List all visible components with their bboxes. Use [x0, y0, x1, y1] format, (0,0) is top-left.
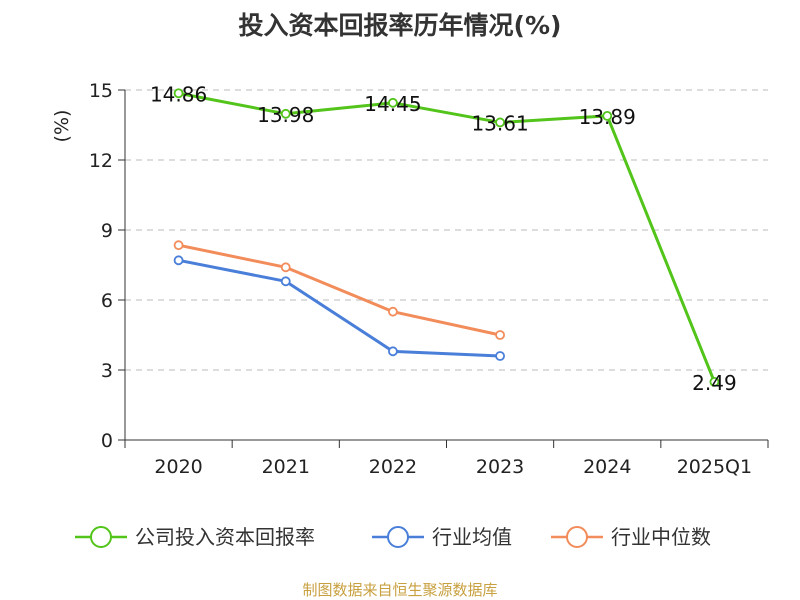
series-line-company — [178, 91, 716, 383]
series-line-industry-avg — [178, 258, 501, 358]
legend-label-company: 公司投入资本回报率 — [135, 525, 315, 549]
legend-marker-industry-avg — [387, 526, 409, 548]
data-label-company-2024: 13.89 — [579, 105, 636, 129]
x-tick-label-2023: 2023 — [476, 456, 524, 478]
point-industry-avg-2022 — [388, 346, 398, 357]
point-industry-avg-2023 — [495, 351, 505, 361]
series-lines — [173, 88, 720, 387]
y-tick-label-15: 15 — [89, 80, 113, 102]
y-tick-label-12: 12 — [89, 150, 113, 172]
legend: 公司投入资本回报率 行业均值 行业中位数 — [75, 525, 711, 549]
y-tick-label-9: 9 — [101, 220, 113, 242]
point-company-2023 — [495, 117, 505, 128]
data-label-company-2025Q1: 2.49 — [692, 371, 737, 395]
point-company-2025Q1 — [709, 376, 720, 387]
data-label-company-2022: 14.45 — [364, 92, 421, 116]
x-tick-label-2020: 2020 — [154, 456, 202, 478]
x-tick-label-2022: 2022 — [369, 456, 417, 478]
y-tick-label-3: 3 — [101, 360, 113, 382]
axes: 0 3 6 9 12 15 2020 2021 2022 2023 2024 2025Q1 — [89, 80, 769, 478]
y-axis-unit-label: (%) — [51, 110, 73, 143]
point-industry-median-2020 — [173, 240, 184, 251]
x-tick-label-2025Q1: 2025Q1 — [677, 456, 752, 478]
data-label-company-2023: 13.61 — [471, 111, 528, 135]
legend-marker-industry-median — [566, 526, 588, 548]
data-label-company-2021: 13.98 — [257, 103, 314, 127]
point-company-2024 — [602, 111, 613, 121]
series-line-industry-median — [178, 243, 501, 337]
legend-label-industry-avg: 行业均值 — [432, 525, 512, 549]
y-tick-label-6: 6 — [101, 290, 113, 312]
point-company-2022 — [388, 97, 398, 108]
point-industry-avg-2021 — [280, 276, 291, 287]
data-labels: 14.86 13.98 14.45 13.61 13.89 2.49 — [150, 82, 737, 395]
point-industry-median-2022 — [388, 306, 398, 317]
y-tick-label-0: 0 — [101, 430, 113, 452]
x-tick-label-2024: 2024 — [583, 456, 631, 478]
chart-title: 投入资本回报率历年情况(%) — [238, 11, 562, 40]
data-label-company-2020: 14.86 — [150, 82, 207, 106]
grid-lines — [125, 89, 768, 371]
point-industry-avg-2020 — [173, 255, 184, 266]
x-tick-label-2021: 2021 — [262, 456, 310, 478]
point-industry-median-2021 — [280, 262, 291, 273]
legend-marker-company — [90, 526, 112, 548]
point-company-2021 — [280, 108, 291, 119]
point-company-2020 — [173, 88, 184, 99]
point-industry-median-2023 — [495, 330, 505, 340]
legend-label-industry-median: 行业中位数 — [611, 525, 711, 549]
source-note: 制图数据来自恒生聚源数据库 — [302, 581, 498, 599]
